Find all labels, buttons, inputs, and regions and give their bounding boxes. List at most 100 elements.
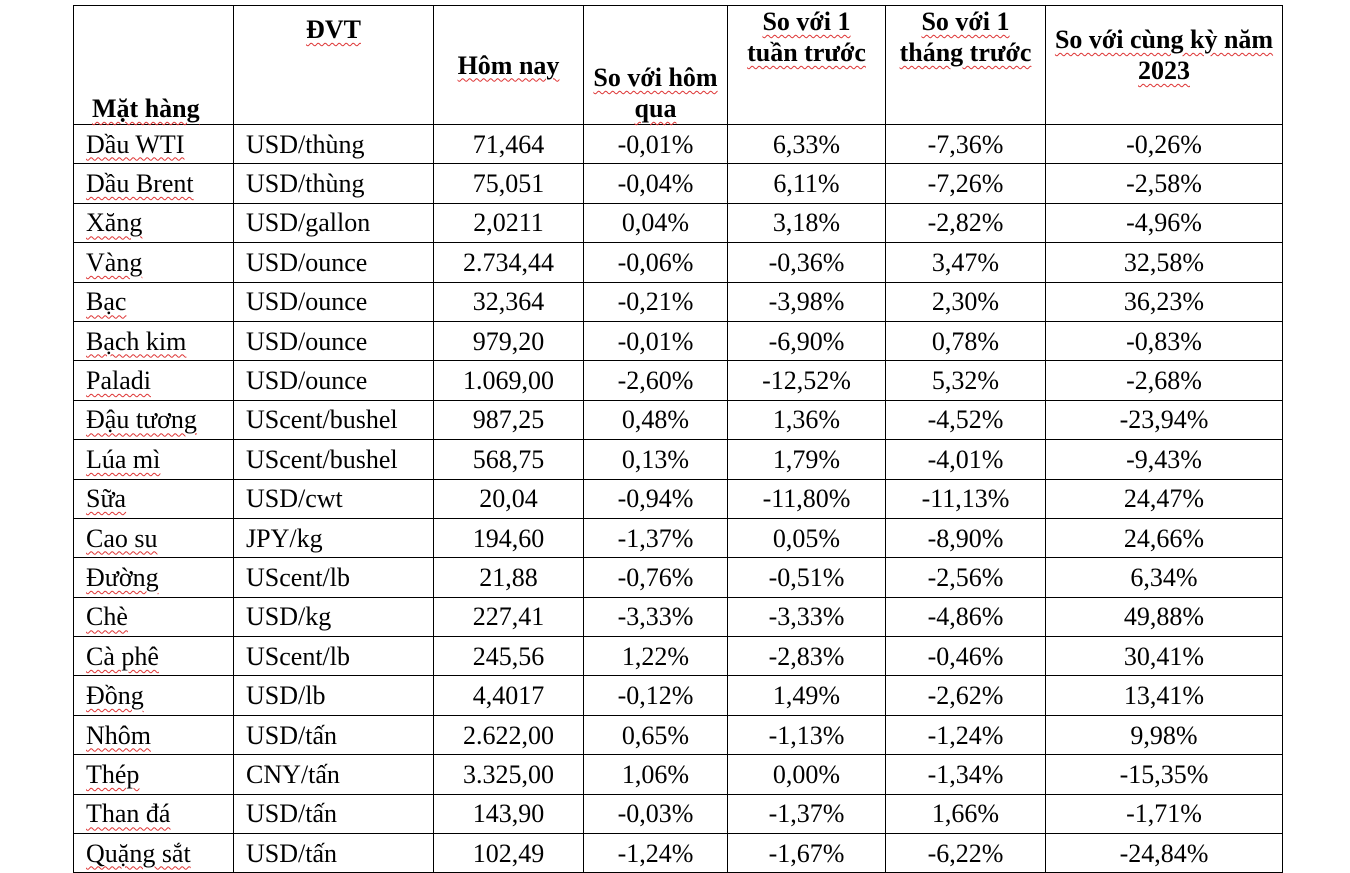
cell-text: 32,364 xyxy=(472,287,545,317)
table-cell: -6,22% xyxy=(885,833,1046,873)
cell-text: -0,94% xyxy=(617,484,694,514)
commodity-name: Paladi xyxy=(86,366,151,396)
table-row: Bạc USD/ounce 32,364 -0,21% -3,98% 2,30% 36,23… xyxy=(73,281,1283,322)
table-row: Dầu Brent USD/thùng 75,051 -0,04% 6,11% -7,26… xyxy=(73,163,1283,204)
table-cell: 49,88% xyxy=(1045,596,1283,638)
table-cell: -0,36% xyxy=(727,242,886,283)
header-text: So với 1 tháng trước xyxy=(899,7,1032,67)
commodity-name: Dầu Brent xyxy=(86,169,194,199)
table-row: Sữa USD/cwt 20,04 -0,94% -11,80% -11,13% 24,47… xyxy=(73,478,1283,519)
cell-text: -0,36% xyxy=(768,247,845,277)
table-row: Đồng USD/lb 4,4017 -0,12% 1,49% -2,62% 13,41% xyxy=(73,675,1283,716)
cell-text: 21,88 xyxy=(479,562,538,592)
table-cell: -2,62% xyxy=(885,675,1046,716)
cell-text: 3,18% xyxy=(772,208,841,238)
cell-text: 32,58% xyxy=(1123,247,1205,277)
table-row: Đường UScent/lb 21,88 -0,76% -0,51% -2,56% 6,3… xyxy=(73,557,1283,598)
header-cell: So với hôm qua xyxy=(583,5,728,125)
table-cell: Chè xyxy=(73,596,234,638)
table-row: Dầu WTI USD/thùng 71,464 -0,01% 6,33% -7,36% -… xyxy=(73,123,1283,165)
table-cell: USD/ounce xyxy=(233,360,434,401)
table-cell: 20,04 xyxy=(433,478,584,519)
commodity-name: Dầu WTI xyxy=(86,129,185,159)
cell-text: 979,20 xyxy=(472,326,545,356)
cell-text: USD/cwt xyxy=(246,484,343,514)
table-cell: 1,79% xyxy=(727,439,886,480)
cell-text: -2,56% xyxy=(927,562,1004,592)
table-cell: UScent/bushel xyxy=(233,399,434,441)
commodity-name: Đường xyxy=(86,562,159,592)
cell-text: 245,56 xyxy=(472,641,545,671)
table-row: Xăng USD/gallon 2,0211 0,04% 3,18% -2,82% -4,9… xyxy=(73,202,1283,244)
cell-text: -2,68% xyxy=(1126,366,1202,396)
cell-text: -6,22% xyxy=(927,838,1004,868)
cell-text: -11,13% xyxy=(921,484,1010,514)
cell-text: -7,26% xyxy=(927,169,1004,199)
table-cell: -3,33% xyxy=(727,596,886,638)
cell-text: UScent/lb xyxy=(246,641,350,671)
table-cell: -1,71% xyxy=(1045,793,1283,835)
cell-text: 75,051 xyxy=(472,169,545,199)
cell-text: 102,49 xyxy=(472,838,545,868)
cell-text: -3,98% xyxy=(768,287,845,317)
commodity-name: Cà phê xyxy=(86,641,159,671)
commodity-name: Đồng xyxy=(86,681,144,711)
table-cell: Dầu Brent xyxy=(73,163,234,204)
header-text: So với hôm qua xyxy=(593,63,718,123)
header-text: Mặt hàng xyxy=(92,94,200,123)
cell-text: -1,67% xyxy=(768,838,845,868)
cell-text: 143,90 xyxy=(472,799,545,829)
table-cell: -1,34% xyxy=(885,754,1046,795)
commodity-name: Bạch kim xyxy=(86,326,187,356)
table-cell: UScent/bushel xyxy=(233,439,434,480)
cell-text: -9,43% xyxy=(1126,444,1202,474)
cell-text: 0,04% xyxy=(621,208,690,238)
cell-text: -2,82% xyxy=(927,208,1004,238)
table-cell: Dầu WTI xyxy=(73,123,234,165)
table-cell: JPY/kg xyxy=(233,517,434,559)
table-cell: 1,66% xyxy=(885,793,1046,835)
cell-text: USD/ounce xyxy=(246,287,368,317)
cell-text: -0,46% xyxy=(927,641,1004,671)
table-row: Cà phê UScent/lb 245,56 1,22% -2,83% -0,46% 30… xyxy=(73,636,1283,677)
table-cell: -1,13% xyxy=(727,714,886,756)
table-cell: -3,33% xyxy=(583,596,728,638)
cell-text: -2,83% xyxy=(768,641,845,671)
table-cell: -0,01% xyxy=(583,320,728,362)
cell-text: -6,90% xyxy=(768,326,845,356)
table-cell: -1,24% xyxy=(885,714,1046,756)
cell-text: USD/ounce xyxy=(246,366,368,396)
cell-text: 568,75 xyxy=(472,444,545,474)
cell-text: USD/lb xyxy=(246,681,326,711)
cell-text: -8,90% xyxy=(927,523,1004,553)
table-cell: 6,11% xyxy=(727,163,886,204)
table-cell: 32,364 xyxy=(433,281,584,322)
table-cell: -9,43% xyxy=(1045,439,1283,480)
commodity-name: Nhôm xyxy=(86,720,151,750)
cell-text: -1,34% xyxy=(927,759,1004,789)
table-cell: Quặng sắt xyxy=(73,833,234,873)
table-row: Chè USD/kg 227,41 -3,33% -3,33% -4,86% 49,88% xyxy=(73,596,1283,638)
table-row: Vàng USD/ounce 2.734,44 -0,06% -0,36% 3,47% 32… xyxy=(73,242,1283,283)
table-cell: -15,35% xyxy=(1045,754,1283,795)
table-row: Cao su JPY/kg 194,60 -1,37% 0,05% -8,90% 24,66… xyxy=(73,517,1283,559)
commodity-name: Chè xyxy=(86,602,128,632)
commodity-name: Đậu tương xyxy=(86,405,197,435)
table-cell: Vàng xyxy=(73,242,234,283)
commodity-name: Vàng xyxy=(86,247,143,277)
table-cell: -1,37% xyxy=(583,517,728,559)
table-cell: 24,47% xyxy=(1045,478,1283,519)
commodity-name: Quặng sắt xyxy=(86,838,191,868)
table-row: Than đá USD/tấn 143,90 -0,03% -1,37% 1,66% -1,… xyxy=(73,793,1283,835)
cell-text: 0,78% xyxy=(931,326,1000,356)
table-cell: -23,94% xyxy=(1045,399,1283,441)
cell-text: USD/thùng xyxy=(246,129,365,159)
table-cell: Paladi xyxy=(73,360,234,401)
cell-text: -2,60% xyxy=(617,366,694,396)
cell-text: USD/tấn xyxy=(246,838,337,868)
cell-text: 1,66% xyxy=(931,799,1000,829)
cell-text: 13,41% xyxy=(1123,681,1205,711)
table-body: Dầu WTI USD/thùng 71,464 -0,01% 6,33% -7,36% -… xyxy=(73,123,1283,873)
cell-text: 3.325,00 xyxy=(463,759,554,789)
